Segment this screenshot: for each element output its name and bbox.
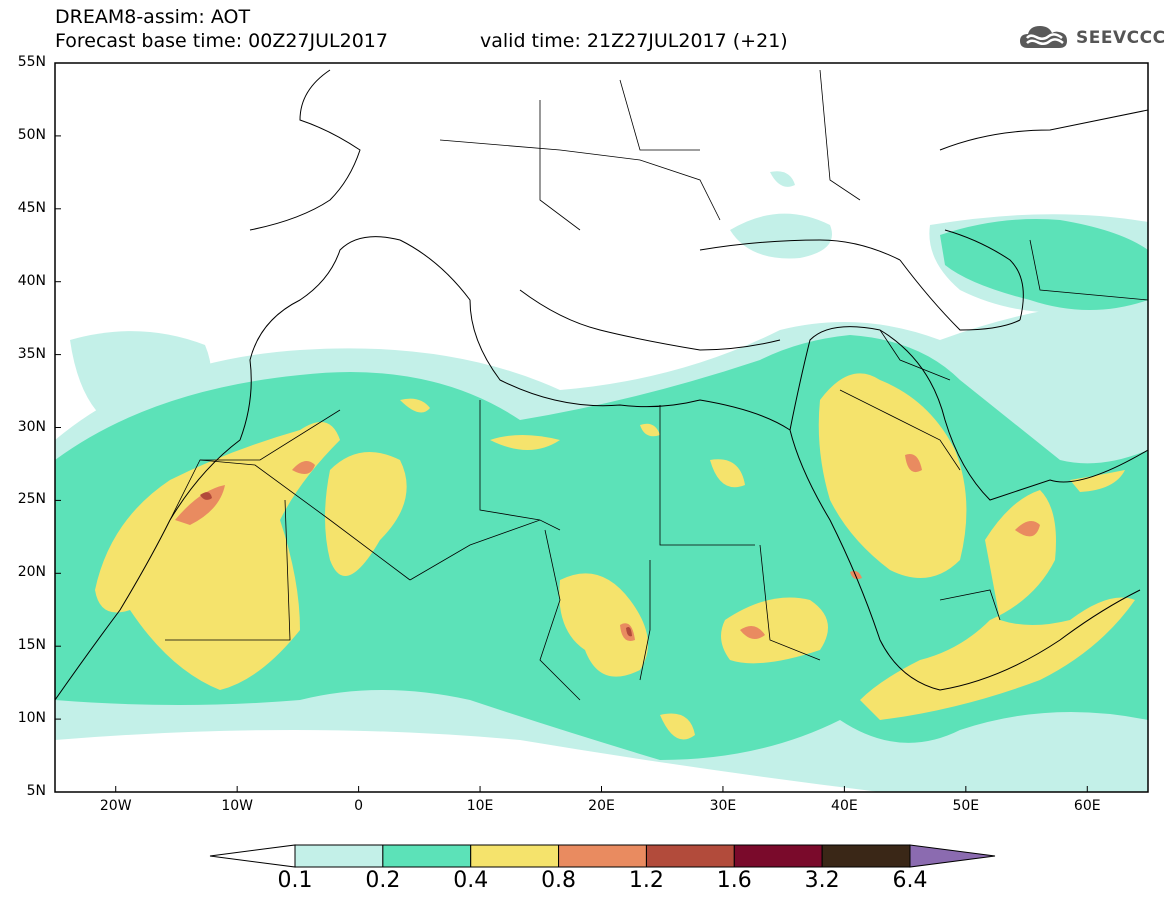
colorbar-swatch bbox=[294, 844, 384, 868]
lat-tick-label: 10N bbox=[17, 710, 46, 727]
colorbar-label: 0.2 bbox=[365, 868, 401, 893]
colorbar-label: 6.4 bbox=[892, 868, 928, 893]
forecast-base-time: Forecast base time: 00Z27JUL2017 bbox=[55, 30, 388, 52]
axis-ticks bbox=[55, 62, 1088, 793]
map-title: DREAM8-assim: AOT bbox=[55, 6, 251, 28]
lon-tick-label: 50E bbox=[952, 798, 980, 814]
aot-level-0.8 bbox=[175, 454, 1040, 641]
colorbar-swatch bbox=[558, 844, 647, 868]
lon-tick-label: 0 bbox=[354, 798, 364, 814]
lon-tick-label: 40E bbox=[831, 798, 858, 814]
lon-tick-label: 20E bbox=[588, 798, 615, 814]
colorbar-swatch bbox=[733, 844, 823, 868]
colorbar-label: 3.2 bbox=[804, 868, 840, 893]
colorbar-overflow-triangle bbox=[909, 844, 996, 868]
lon-tick-label: 10W bbox=[221, 798, 253, 814]
seevccc-logo: SEEVCCC bbox=[1018, 22, 1165, 54]
colorbar-label: 0.1 bbox=[277, 868, 313, 893]
valid-time: valid time: 21Z27JUL2017 (+21) bbox=[480, 30, 788, 52]
colorbar-label: 0.8 bbox=[541, 868, 577, 893]
lat-tick-label: 45N bbox=[17, 199, 46, 216]
country-borders bbox=[165, 69, 1148, 701]
lat-tick-label: 35N bbox=[17, 345, 46, 362]
coastlines bbox=[55, 69, 1148, 701]
colorbar-label: 1.2 bbox=[628, 868, 664, 893]
colorbar-swatch bbox=[382, 844, 472, 868]
lat-tick-label: 55N bbox=[17, 54, 46, 70]
lon-tick-label: 30E bbox=[709, 798, 737, 814]
lat-tick-label: 50N bbox=[17, 126, 46, 143]
lat-tick-label: 5N bbox=[26, 783, 46, 799]
colorbar bbox=[209, 844, 996, 868]
aot-level-1.2 bbox=[200, 492, 632, 637]
lat-tick-label: 25N bbox=[17, 491, 46, 508]
lat-tick-label: 40N bbox=[17, 272, 46, 289]
colorbar-swatch bbox=[470, 844, 560, 868]
colorbar-swatch bbox=[645, 844, 735, 868]
colorbar-underflow-triangle bbox=[209, 844, 296, 868]
colorbar-label: 1.6 bbox=[716, 868, 752, 893]
lon-tick-label: 10E bbox=[466, 798, 494, 814]
lat-tick-label: 15N bbox=[17, 637, 46, 654]
logo-text: SEEVCCC bbox=[1076, 28, 1165, 48]
lon-tick-label: 20W bbox=[99, 798, 132, 814]
cloud-icon bbox=[1020, 26, 1067, 48]
colorbar-label: 0.4 bbox=[453, 868, 489, 893]
lat-tick-label: 20N bbox=[17, 564, 46, 581]
aot-field bbox=[55, 69, 1148, 792]
lat-tick-label: 30N bbox=[17, 418, 46, 435]
lon-tick-label: 60E bbox=[1073, 798, 1101, 814]
colorbar-swatch bbox=[821, 844, 911, 868]
aot-level-0.4 bbox=[95, 373, 1135, 740]
